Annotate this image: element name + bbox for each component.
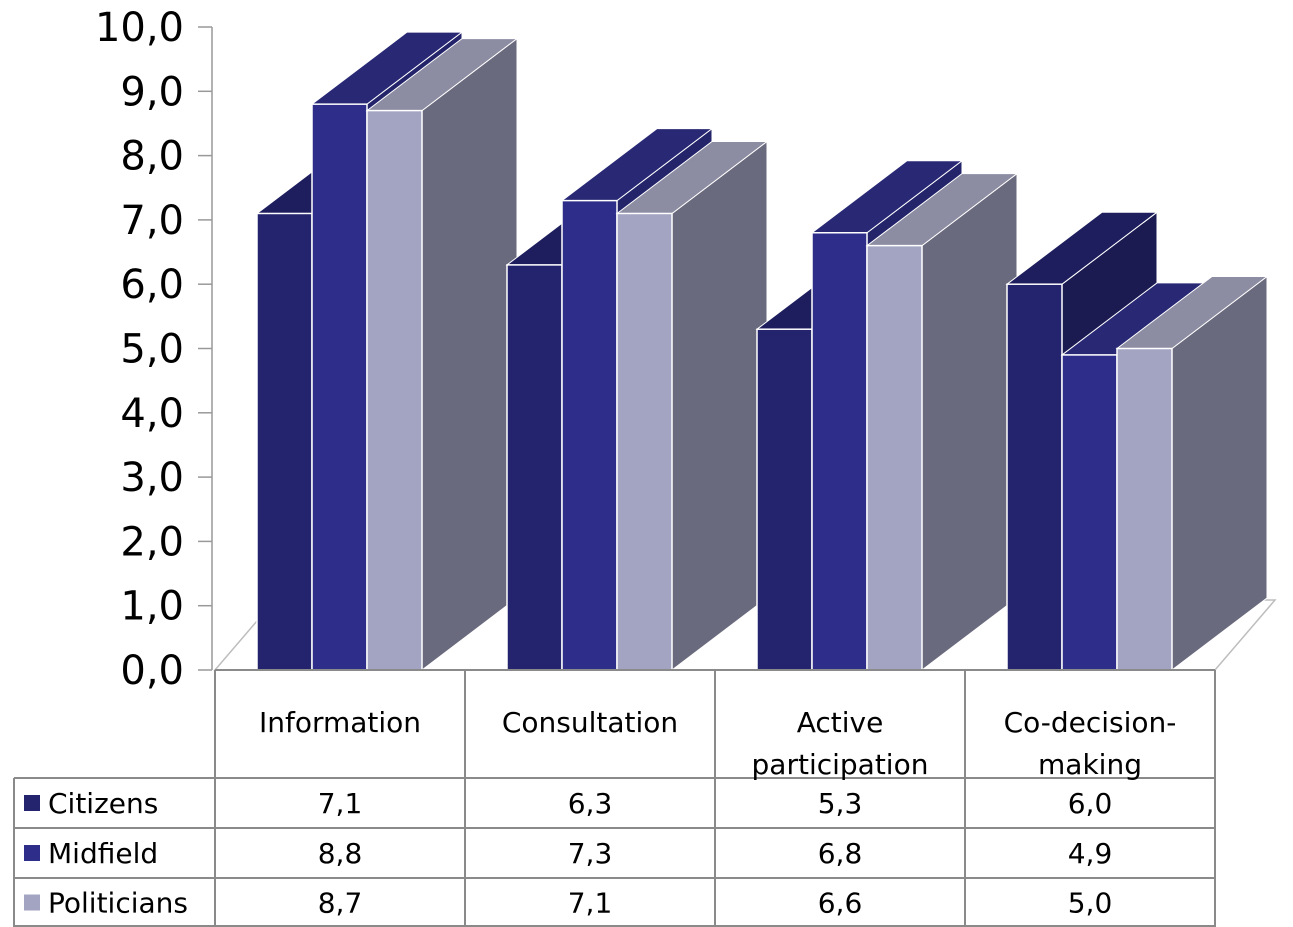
data-table: Information Consultation Active participati…: [13, 669, 1216, 927]
y-tick-label: 3,0: [120, 455, 184, 501]
data-label: 6,3: [568, 787, 613, 820]
data-label: 8,8: [318, 837, 363, 870]
x-category-label: Co-decision-: [1004, 706, 1177, 739]
bar-front: [616, 212, 673, 671]
legend-swatch-citizens: [24, 795, 40, 811]
y-tick-label: 8,0: [120, 134, 184, 180]
x-category-label: participation: [752, 748, 929, 781]
legend-label-politicians: Politicians: [48, 887, 188, 920]
category-group: [1005, 211, 1269, 672]
y-tick-label: 10,0: [95, 5, 184, 51]
x-category-label: making: [1038, 748, 1142, 781]
legend-swatch-politicians: [24, 894, 40, 911]
category-group: [255, 31, 519, 672]
x-category-label: Consultation: [502, 706, 678, 739]
bar-politicians: [365, 37, 519, 672]
y-tick-label: 0,0: [120, 648, 184, 694]
y-tick-label: 1,0: [120, 584, 184, 630]
bar-side: [421, 37, 518, 672]
data-label: 7,1: [318, 787, 363, 820]
bar-front: [506, 264, 563, 671]
y-tick-label: 5,0: [120, 327, 184, 373]
category-group: [505, 127, 769, 672]
bar-front: [561, 199, 618, 671]
x-category-label: Active: [797, 706, 884, 739]
bar-politicians: [865, 172, 1019, 672]
bar-front: [756, 328, 813, 671]
bar-side: [921, 172, 1018, 672]
data-label: 6,8: [818, 837, 863, 870]
bar-front: [1061, 354, 1118, 671]
bar-side: [671, 140, 768, 672]
data-label: 7,1: [568, 887, 613, 920]
data-label: 5,0: [1068, 887, 1113, 920]
legend-swatch-midfield: [24, 845, 40, 861]
bar-front: [311, 103, 368, 671]
bar-front: [366, 109, 423, 671]
bar-front: [256, 212, 313, 671]
category-group: [755, 159, 1019, 672]
x-category-label: Information: [259, 706, 421, 739]
y-tick-label: 7,0: [120, 198, 184, 244]
bar-politicians: [1115, 275, 1269, 672]
y-axis: 0,0 1,0 2,0 3,0 4,0 5,0 6,0 7,0 8,0 9,0 10,0: [95, 5, 213, 694]
data-label: 5,3: [818, 787, 863, 820]
legend-label-midfield: Midfield: [48, 837, 158, 870]
data-label: 6,0: [1068, 787, 1113, 820]
data-label: 4,9: [1068, 837, 1113, 870]
y-tick-label: 6,0: [120, 262, 184, 308]
y-tick-label: 4,0: [120, 391, 184, 437]
data-label: 6,6: [818, 887, 863, 920]
data-label: 8,7: [318, 887, 363, 920]
bar-front: [866, 244, 923, 671]
bar-front: [1116, 347, 1173, 671]
data-label: 7,3: [568, 837, 613, 870]
legend-label-citizens: Citizens: [48, 787, 158, 820]
y-tick-label: 2,0: [120, 519, 184, 565]
y-tick-label: 9,0: [120, 69, 184, 115]
bar-front: [1006, 283, 1063, 671]
bars: [255, 31, 1269, 672]
bar-politicians: [615, 140, 769, 672]
bar-front: [811, 232, 868, 671]
